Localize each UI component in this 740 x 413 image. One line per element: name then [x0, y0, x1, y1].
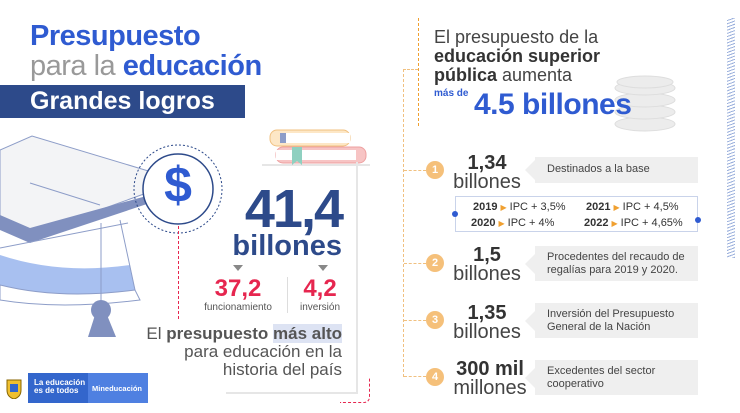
title-line2: para la educación: [30, 50, 262, 83]
ipc-value: IPC + 4%: [507, 217, 555, 229]
arrow-down-icon: [318, 265, 328, 271]
logo-tagline: La educación es de todos: [28, 373, 88, 403]
connector: [404, 376, 426, 377]
budget-description: El presupuesto más alto para educación e…: [120, 324, 342, 379]
item-label: Inversión del Presupuesto General de la …: [525, 303, 698, 338]
unit: billones: [453, 321, 521, 343]
year: 2019: [473, 201, 498, 213]
arrow-right-icon: ▶: [500, 203, 507, 212]
item-label: Procedentes del recaudo de regalías para…: [525, 246, 698, 281]
ipc-2020: 2020 ▶ IPC + 4%: [471, 217, 554, 229]
year: 2021: [586, 201, 611, 213]
item-number: 1: [426, 161, 444, 179]
value: 300 mil: [456, 358, 524, 380]
item-value: 1,35 billones: [442, 302, 532, 343]
title-line1: Presupuesto: [30, 20, 201, 52]
desc-line3: historia del país: [222, 360, 342, 379]
title-light: para la: [30, 50, 123, 82]
coins-icon: [614, 75, 676, 132]
arrow-right-icon: ▶: [498, 219, 505, 228]
ipc-value: IPC + 4,5%: [622, 201, 679, 213]
item-label: Excedentes del sector cooperativo: [525, 360, 698, 395]
banner: Grandes logros: [0, 85, 245, 118]
value: 1,5: [473, 244, 501, 266]
connector: [404, 320, 426, 321]
year: 2022: [584, 217, 609, 229]
connector: [404, 170, 426, 171]
year: 2020: [471, 217, 496, 229]
books-icon: [262, 129, 370, 166]
inversion-label: inversión: [299, 302, 341, 313]
decorative-stripes: [727, 18, 735, 258]
mas-de: más de: [434, 88, 469, 99]
inversion-value: 4,2: [303, 275, 337, 302]
heading-1: El presupuesto de la: [434, 27, 599, 47]
dashed-accent: [418, 18, 419, 126]
logo-brand: Mineducación: [88, 373, 148, 403]
mineducacion-logo: La educación es de todos Mineducación: [0, 373, 148, 403]
desc-highlight: más alto: [273, 324, 342, 343]
budget-card: [226, 162, 358, 394]
funcionamiento-value: 37,2: [214, 275, 262, 302]
dashed-connector: [178, 226, 179, 319]
timeline-line: [403, 69, 418, 377]
total-value: 41,4: [244, 179, 344, 239]
ipc-value: IPC + 3,5%: [509, 201, 566, 213]
desc-pre: El: [146, 324, 167, 343]
desc-line2: para educación en la: [184, 342, 342, 361]
dollar-symbol: $: [164, 157, 192, 213]
heading-2: educación superior: [434, 46, 601, 66]
arrow-right-icon: ▶: [613, 203, 620, 212]
value: 1,35: [467, 302, 507, 324]
item-value: 300 mil millones: [440, 358, 540, 399]
connector: [404, 263, 426, 264]
unit: millones: [453, 377, 527, 399]
ipc-2022: 2022 ▶ IPC + 4,65%: [584, 217, 683, 229]
heading-3-rest: aumenta: [497, 65, 573, 85]
arrow-right-icon: ▶: [611, 219, 618, 228]
ipc-value: IPC + 4,65%: [620, 217, 683, 229]
tagline-2: es de todos: [34, 386, 79, 395]
total-unit: billones: [232, 230, 342, 262]
ipc-2019: 2019 ▶ IPC + 3,5%: [473, 201, 566, 213]
item-number: 3: [426, 311, 444, 329]
highlight-amount: 4.5 billones: [474, 88, 632, 121]
unit: billones: [453, 263, 521, 285]
tagline-1: La educación: [34, 378, 86, 387]
item-value: 1,34 billones: [442, 152, 532, 193]
item-label: Destinados a la base: [525, 157, 698, 183]
graduation-cap-icon: [0, 135, 156, 337]
funcionamiento-label: funcionamiento: [204, 302, 272, 313]
ipc-2021: 2021 ▶ IPC + 4,5%: [586, 201, 679, 213]
dot: [695, 217, 701, 223]
dashed-connector: [340, 378, 370, 403]
desc-bold: presupuesto: [166, 324, 274, 343]
title-bold: educación: [122, 50, 262, 82]
unit: billones: [453, 171, 521, 193]
right-heading: El presupuesto de la educación superior …: [434, 28, 600, 85]
ipc-box: 2019 ▶ IPC + 3,5% 2020 ▶ IPC + 4% 2021 ▶ IPC +…: [455, 196, 698, 232]
item-value: 1,5 billones: [442, 244, 532, 285]
arrow-down-icon: [233, 265, 243, 271]
divider: [287, 277, 288, 313]
heading-3-bold: pública: [434, 65, 498, 85]
item-number: 2: [426, 254, 444, 272]
coat-of-arms-icon: [0, 373, 28, 403]
value: 1,34: [467, 152, 507, 174]
item-number: 4: [426, 368, 444, 386]
dot: [452, 211, 458, 217]
